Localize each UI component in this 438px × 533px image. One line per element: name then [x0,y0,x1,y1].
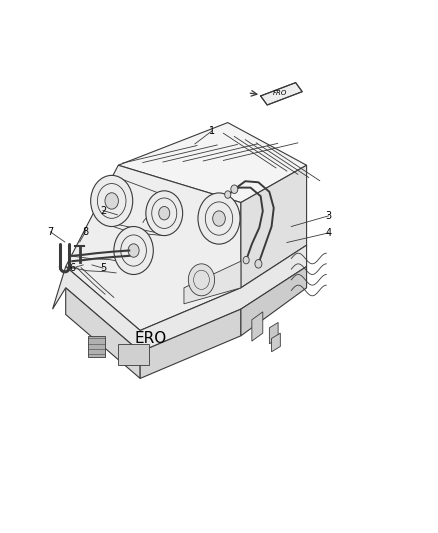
Text: 1: 1 [209,126,215,135]
Circle shape [231,185,238,193]
Polygon shape [252,312,263,341]
Text: 3: 3 [325,211,332,221]
Circle shape [225,191,231,198]
Polygon shape [261,83,302,105]
Polygon shape [53,245,307,352]
Circle shape [114,227,153,274]
Text: 8: 8 [82,227,88,237]
Text: ERO: ERO [135,331,167,346]
Text: 5: 5 [100,263,106,273]
Polygon shape [88,336,105,357]
Text: 7: 7 [47,227,53,237]
Text: FRO: FRO [273,90,287,96]
Circle shape [213,211,225,226]
Polygon shape [118,123,307,203]
Text: 2: 2 [100,206,106,215]
Text: 4: 4 [325,228,332,238]
Circle shape [146,191,183,236]
Polygon shape [241,266,307,336]
Circle shape [105,193,118,209]
Polygon shape [184,261,241,304]
Circle shape [128,244,139,257]
Circle shape [188,264,215,296]
Circle shape [159,206,170,220]
Circle shape [91,175,133,227]
Polygon shape [140,309,241,378]
Circle shape [243,256,249,264]
Polygon shape [66,165,241,330]
Circle shape [198,193,240,244]
Polygon shape [118,344,149,365]
Circle shape [255,260,262,268]
Polygon shape [241,165,307,288]
Text: 6: 6 [69,263,75,273]
Polygon shape [269,322,278,344]
Polygon shape [66,288,140,378]
Polygon shape [272,333,280,352]
